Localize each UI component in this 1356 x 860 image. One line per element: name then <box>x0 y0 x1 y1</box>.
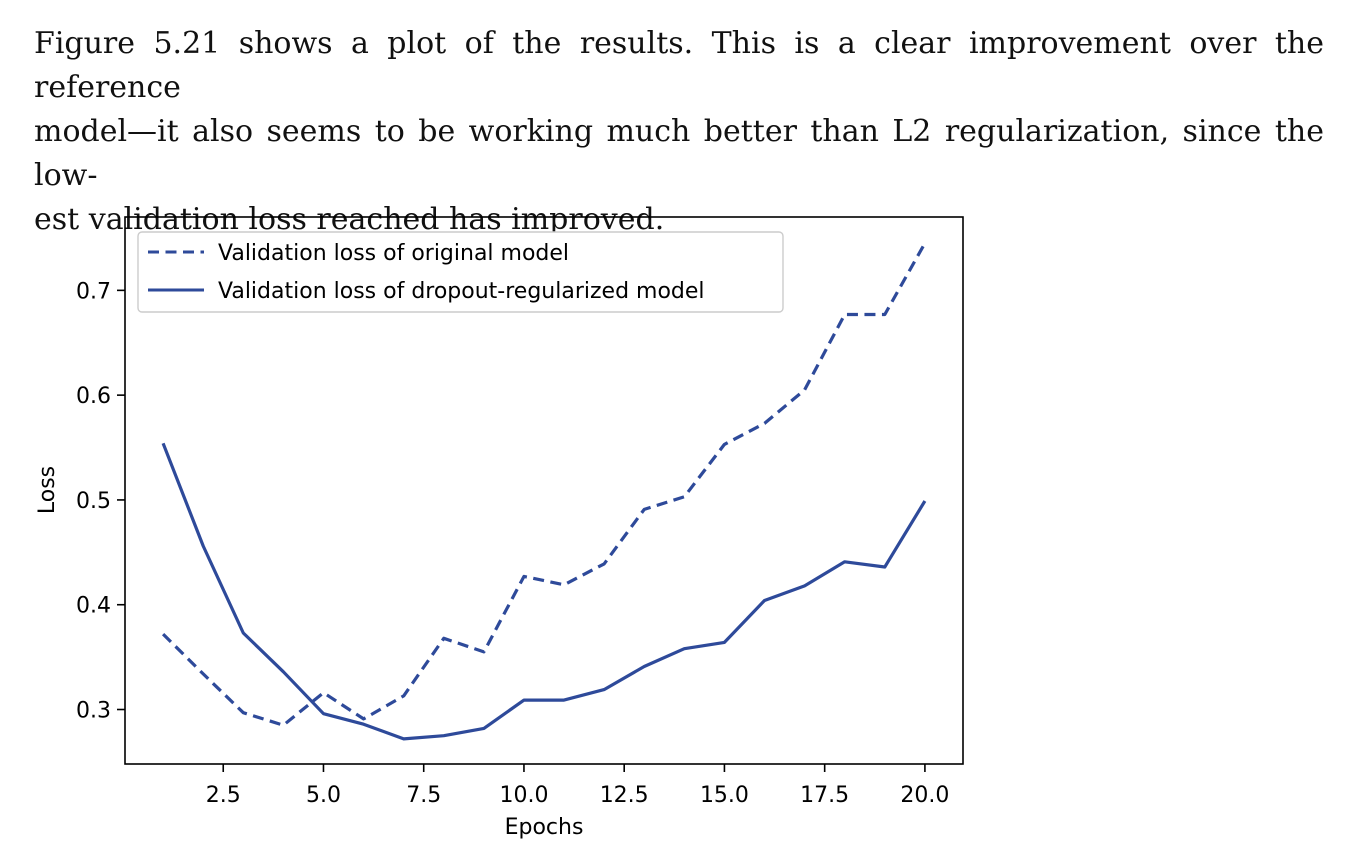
legend: Validation loss of original model Valida… <box>137 231 784 313</box>
x-tick-label: 17.5 <box>800 783 849 808</box>
y-axis: 0.3 0.4 0.5 0.6 0.7 <box>76 279 125 724</box>
x-axis-label: Epochs <box>505 815 584 840</box>
series-line-original <box>161 242 927 727</box>
y-tick-label: 0.6 <box>76 384 111 409</box>
legend-label-dropout: Validation loss of dropout-regularized m… <box>218 279 705 304</box>
x-tick-label: 12.5 <box>600 783 649 808</box>
paragraph-line: model—it also seems to be working much b… <box>34 114 1324 193</box>
paragraph-line: est validation loss reached has improved… <box>34 202 665 237</box>
paragraph-line: Figure 5.21 shows a plot of the results.… <box>34 26 1324 105</box>
x-tick-label: 20.0 <box>900 783 949 808</box>
plot-lines <box>161 242 927 741</box>
x-axis: 2.5 5.0 7.5 10.0 12.5 15.0 17.5 20.0 <box>206 764 949 808</box>
body-paragraph: Figure 5.21 shows a plot of the results.… <box>34 22 1324 242</box>
y-tick-label: 0.5 <box>76 489 111 514</box>
x-tick-label: 15.0 <box>700 783 749 808</box>
y-tick-label: 0.7 <box>76 279 111 304</box>
plot-frame <box>124 216 964 765</box>
x-tick-label: 10.0 <box>499 783 548 808</box>
y-tick-label: 0.4 <box>76 594 111 619</box>
x-tick-label: 5.0 <box>306 783 341 808</box>
x-tick-label: 7.5 <box>406 783 441 808</box>
x-tick-label: 2.5 <box>206 783 241 808</box>
legend-label-original: Validation loss of original model <box>218 241 569 266</box>
series-line-dropout <box>161 442 927 741</box>
y-tick-label: 0.3 <box>76 699 111 724</box>
y-axis-label: Loss <box>35 466 60 514</box>
legend-box <box>137 231 784 313</box>
